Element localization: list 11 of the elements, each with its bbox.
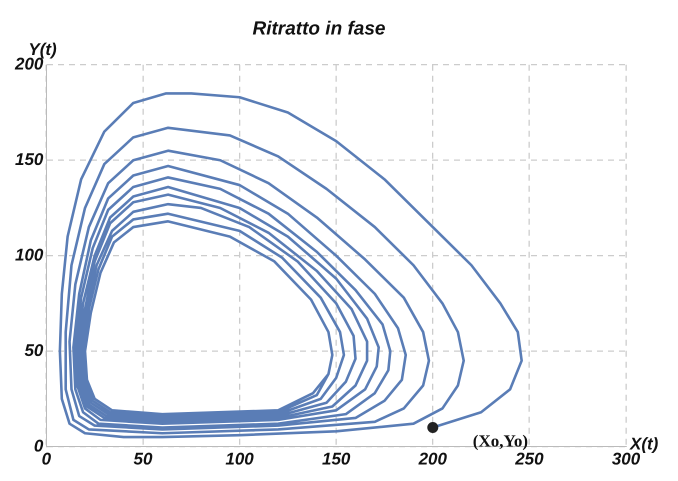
y-tick-label: 100	[14, 245, 44, 264]
x-tick-label: 100	[225, 449, 254, 468]
x-tick-label: 200	[418, 449, 448, 468]
annotation: (Xo,Yo)	[472, 431, 528, 450]
y-tick-label: 50	[24, 340, 44, 360]
x-tick-label: 250	[514, 449, 544, 468]
y-tick-label: 150	[14, 150, 44, 169]
chart-title: Ritratto in fase	[252, 18, 386, 40]
x-tick-label: 150	[322, 449, 351, 468]
x-tick-label: 50	[134, 449, 153, 468]
y-tick-label: 0	[34, 436, 44, 456]
